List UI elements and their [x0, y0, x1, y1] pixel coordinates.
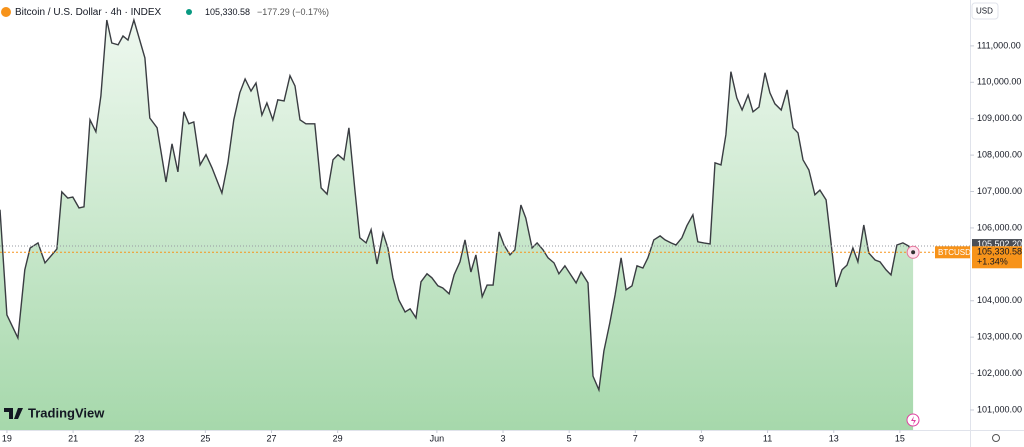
header-price: 105,330.58: [205, 7, 250, 17]
x-tick-label: 27: [267, 433, 277, 443]
y-tick-label: 107,000.00: [977, 186, 1022, 196]
x-tick-label: 15: [895, 433, 905, 443]
x-tick-label: 5: [567, 433, 572, 443]
logo: TradingView: [4, 405, 105, 420]
x-tick-label: 29: [333, 433, 343, 443]
x-tick-label: 9: [699, 433, 704, 443]
previous-close-label: 105,502.20: [977, 239, 1022, 249]
last-price-box: [972, 246, 1022, 269]
y-tick-label: 110,000.00: [977, 77, 1021, 87]
y-tick-label: 108,000.00: [977, 149, 1022, 159]
symbol-box: [935, 246, 970, 259]
line: [0, 17, 914, 393]
x-tick-label: 23: [134, 433, 144, 443]
chart-title: Bitcoin / U.S. Dollar · 4h · INDEX: [15, 7, 161, 18]
y-tick-label: 102,000.00: [977, 368, 1022, 378]
alert-bolt: [911, 416, 916, 425]
header-change: −177.29 (−0.17%): [257, 7, 329, 17]
y-tick-label: 106,000.00: [977, 222, 1022, 232]
x-tick-label: 3: [501, 433, 506, 443]
previous-close-box: [972, 239, 1022, 251]
x-tick-label: 11: [763, 433, 772, 443]
coin-icon: [1, 7, 11, 17]
plot: [0, 17, 914, 430]
currency[interactable]: USD: [976, 7, 993, 16]
currency-box[interactable]: [971, 2, 999, 20]
last-point: [911, 250, 916, 255]
y-tick-label: 111,000.00: [977, 40, 1021, 50]
change-label: +1.34%: [977, 257, 1008, 267]
brand: TradingView: [28, 405, 105, 420]
x-tick-label: 19: [2, 433, 12, 443]
last-price-label: 105,330.58: [977, 247, 1022, 257]
symbol-label: BTCUSD: [938, 248, 971, 257]
x-tick-label: 21: [68, 433, 78, 443]
status-dot: [186, 9, 192, 15]
x-tick-label: Jun: [430, 433, 445, 443]
y-tick-label: 101,000.00: [977, 404, 1022, 414]
x-tick-label: 7: [633, 433, 638, 443]
y-tick-label: 109,000.00: [977, 113, 1022, 123]
settings-icon[interactable]: [992, 434, 1000, 442]
x-tick-label: 13: [829, 433, 839, 443]
y-tick-label: 103,000.00: [977, 332, 1022, 342]
area: [0, 20, 914, 430]
logo-mark: [4, 408, 23, 419]
y-tick-label: 104,000.00: [977, 295, 1022, 305]
x-tick-label: 25: [200, 433, 210, 443]
